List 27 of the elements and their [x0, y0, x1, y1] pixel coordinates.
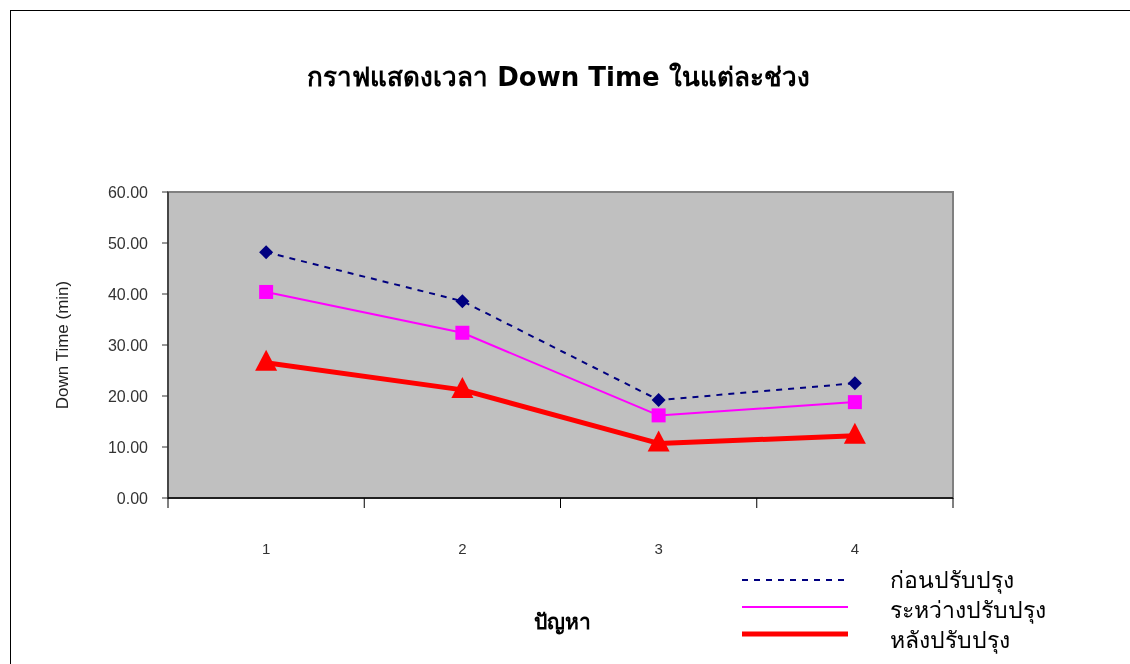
point — [843, 422, 866, 444]
x-tick-label: 1 — [261, 540, 271, 558]
x-tick-label: 3 — [654, 540, 663, 558]
point — [455, 325, 470, 340]
x-axis-title: ปัญหา — [533, 610, 591, 636]
y-axis-title: Down Time (min) — [52, 280, 72, 410]
x-tick-label: 2 — [458, 540, 467, 558]
y-tick-label: 50.00 — [107, 234, 149, 252]
chart-title: กราฟแสดงเวลา Down Time ในแต่ละช่วง — [307, 62, 810, 93]
legend-label: ระหว่างปรับปรุง — [890, 598, 1046, 625]
y-tick-label: 0.00 — [116, 489, 149, 507]
legend-label: หลังปรับปรุง — [890, 628, 1010, 655]
y-tick-label: 40.00 — [107, 285, 149, 303]
point — [259, 245, 274, 260]
point — [651, 408, 666, 423]
point — [847, 376, 862, 391]
y-tick-label: 30.00 — [107, 336, 149, 354]
y-tick-label: 10.00 — [107, 438, 149, 456]
y-tick-label: 20.00 — [107, 387, 149, 405]
legend-label: ก่อนปรับปรุง — [890, 568, 1014, 595]
point — [455, 294, 470, 309]
point — [847, 395, 862, 410]
x-tick-label: 4 — [850, 540, 860, 558]
point — [647, 430, 670, 452]
y-tick-label: 60.00 — [107, 183, 149, 201]
point — [259, 284, 274, 299]
point — [651, 393, 666, 408]
